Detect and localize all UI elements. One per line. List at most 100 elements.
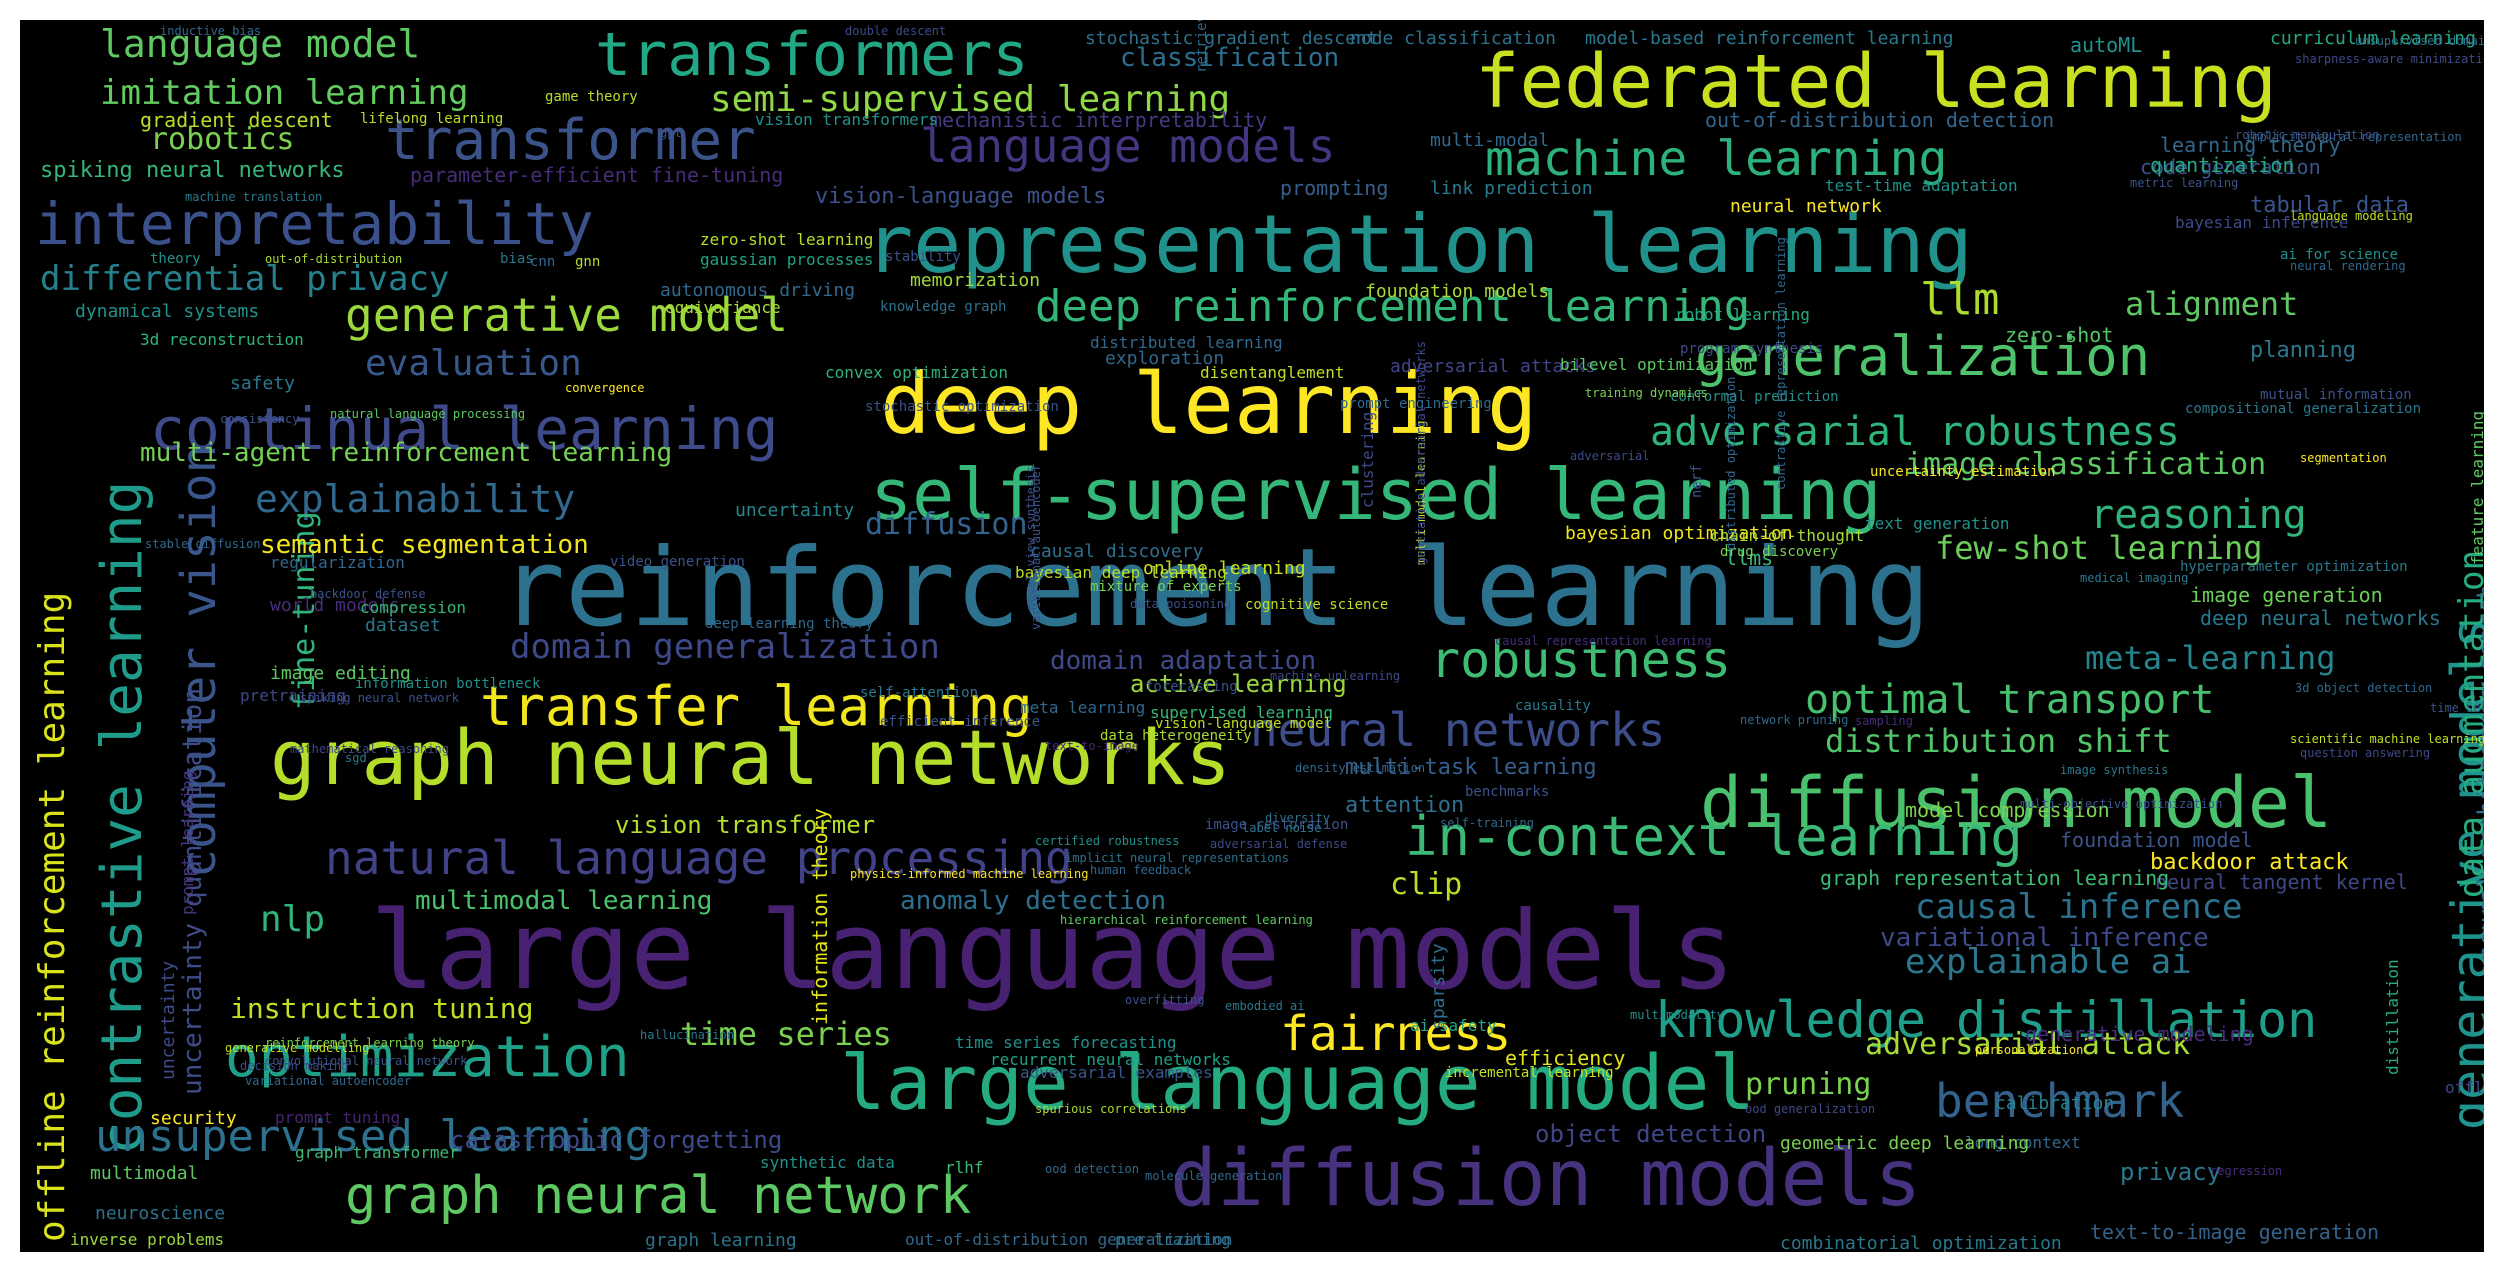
cloud-word: recurrent neural networks — [990, 1050, 1231, 1069]
cloud-word: knowledge graph — [880, 299, 1007, 315]
cloud-word: security — [150, 1108, 237, 1129]
cloud-word: compression — [360, 598, 466, 617]
cloud-word: drug discovery — [1720, 544, 1839, 560]
cloud-word: backdoor attack — [2150, 850, 2349, 875]
cloud-word: efficient inference — [880, 714, 1041, 730]
cloud-word: llm — [1920, 274, 2000, 325]
cloud-word: text-to-image — [1045, 739, 1139, 753]
cloud-word: parameter-efficient fine-tuning — [410, 163, 784, 187]
cloud-word: robot learning — [1675, 305, 1810, 324]
cloud-word: calibration — [1995, 1093, 2115, 1114]
cloud-word: dataset — [365, 615, 441, 636]
cloud-word: self-training — [1440, 816, 1534, 830]
cloud-word: instruction tuning — [230, 992, 534, 1025]
cloud-word: domain generalization — [510, 627, 940, 667]
cloud-word: benchmark — [1935, 1074, 2185, 1128]
cloud-word: decision making — [240, 1059, 349, 1073]
cloud-word: pretraining — [240, 686, 346, 705]
cloud-word: diffusion model — [1700, 762, 2333, 844]
cloud-word: theory — [150, 251, 201, 267]
cloud-word: federated learning — [1475, 39, 2277, 125]
cloud-word: knowledge distillation — [1655, 991, 2318, 1049]
cloud-word: long context — [1965, 1133, 2081, 1152]
cloud-word: inverse problems — [70, 1230, 225, 1249]
cloud-word: gnn — [575, 254, 601, 270]
cloud-word: dynamical systems — [75, 301, 260, 322]
cloud-word: adversarial defense — [1210, 837, 1348, 851]
cloud-word: transfer learning — [480, 675, 1033, 738]
cloud-word: model-based reinforcement learning — [1585, 28, 1954, 49]
cloud-word: fairness — [1280, 1006, 1512, 1062]
cloud-word: autoML — [2070, 33, 2143, 57]
cloud-word: llms — [1725, 546, 1774, 570]
cloud-word: uncertainty — [158, 960, 179, 1080]
cloud-word: hyperparameter optimization — [2180, 559, 2408, 575]
cloud-word: compositional generalization — [2185, 401, 2422, 417]
cloud-word: unsupervised learning — [95, 1111, 652, 1162]
cloud-word: adversarial examples — [1020, 1063, 1213, 1082]
cloud-word: bayesian optimization — [1565, 523, 1793, 544]
cloud-word: geometric deep learning — [1780, 1133, 2030, 1154]
cloud-word: self-attention — [860, 685, 979, 701]
cloud-word: multi-task learning — [1345, 755, 1597, 780]
cloud-word: training dynamics — [1585, 386, 1708, 400]
cloud-word: inductive bias — [160, 24, 262, 38]
cloud-word: test-time adaptation — [1825, 176, 2018, 195]
cloud-word: deep learning — [880, 355, 1538, 453]
cloud-word: time series forecasting — [955, 1033, 1177, 1052]
cloud-word: uncertainty — [735, 500, 855, 521]
cloud-word: anomaly detection — [900, 886, 1167, 916]
cloud-word: embodied ai — [1225, 999, 1305, 1013]
cloud-word: large language model — [840, 1038, 1756, 1127]
cloud-word: causal inference — [1915, 887, 2243, 927]
cloud-word: autonomous driving — [660, 280, 856, 301]
cloud-word: label noise — [1242, 821, 1322, 835]
cloud-word: spiking neural network — [300, 691, 459, 705]
cloud-word: zero-shot learning — [700, 230, 874, 249]
cloud-word: privacy — [2120, 1158, 2222, 1186]
cloud-word: model compression — [1905, 798, 2110, 822]
cloud-word: generalization — [1695, 325, 2151, 388]
cloud-word: variational inference — [1880, 923, 2209, 953]
cloud-word: multi-modal — [1430, 130, 1550, 151]
cloud-word: vision-language models — [815, 184, 1107, 209]
cloud-word: distributed optimization — [1724, 376, 1738, 550]
cloud-word: zero-shot — [2005, 323, 2114, 347]
cloud-word: medical imaging — [2080, 571, 2189, 585]
cloud-word: human feedback — [1090, 863, 1192, 877]
cloud-word: convex optimization — [825, 363, 1009, 382]
cloud-word: differential privacy — [40, 259, 450, 299]
cloud-word: backdoor defense — [310, 587, 426, 601]
cloud-word: variational autoencoder — [245, 1074, 412, 1088]
cloud-word: personalization — [1975, 1043, 2084, 1057]
cloud-word: information theory — [808, 808, 832, 1025]
cloud-word: learning theory — [2160, 133, 2341, 157]
cloud-word: semi-supervised learning — [710, 79, 1231, 120]
cloud-word: neuroscience — [95, 1203, 226, 1224]
cloud-word: bilevel optimization — [1560, 355, 1753, 374]
cloud-word: curriculum learning — [2270, 28, 2476, 49]
cloud-word: prompting — [1280, 176, 1389, 200]
cloud-word: prompt tuning — [275, 1108, 401, 1127]
cloud-word: hierarchical reinforcement learning — [1060, 913, 1313, 927]
cloud-word: imitation learning — [100, 73, 469, 113]
cloud-word: bias — [500, 251, 534, 267]
cloud-word: foundation model — [2060, 828, 2253, 852]
cloud-word: mathematical reasoning — [290, 742, 449, 756]
cloud-word: gradient descent — [140, 108, 333, 132]
cloud-word: explainability — [255, 477, 576, 521]
cloud-word: generative modelling — [225, 1041, 370, 1055]
cloud-word: bayesian inference — [2175, 213, 2349, 232]
cloud-word: out-of-distribution — [265, 252, 403, 266]
cloud-word: metric learning — [2130, 176, 2239, 190]
cloud-word: language models — [920, 119, 1336, 173]
cloud-word: in-context learning — [1405, 805, 2023, 868]
cloud-word: time series — [680, 1015, 892, 1053]
cloud-word: benchmarks — [1465, 784, 1550, 800]
cloud-word: hallucination — [640, 1028, 734, 1042]
cloud-word: adversarial — [1570, 449, 1650, 463]
cloud-word: multimodality — [1630, 1008, 1724, 1022]
cloud-word: image synthesis — [2060, 763, 2169, 777]
cloud-word: program synthesis — [1680, 341, 1824, 357]
cloud-word: memorization — [910, 270, 1041, 291]
